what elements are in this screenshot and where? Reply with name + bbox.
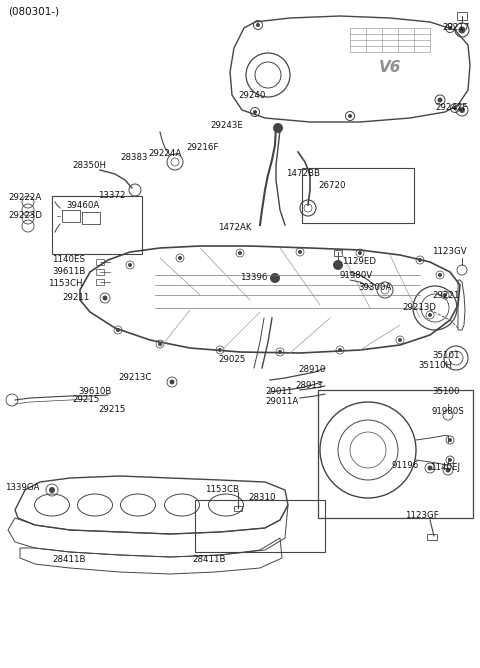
Circle shape [128,263,132,267]
Text: 1153CB: 1153CB [205,486,239,494]
Text: 1129ED: 1129ED [342,257,376,267]
Circle shape [158,342,162,346]
Text: 39300A: 39300A [358,283,391,293]
Text: 29223D: 29223D [8,210,42,220]
Text: 1123GF: 1123GF [405,510,439,520]
Text: 29211: 29211 [62,293,89,303]
Text: 1140EJ: 1140EJ [430,464,460,472]
Text: 1153CH: 1153CH [48,279,83,287]
Text: (080301-): (080301-) [8,7,59,17]
Text: 29025: 29025 [218,355,245,365]
Text: 1472BB: 1472BB [286,168,320,178]
Circle shape [448,438,452,442]
Circle shape [445,468,451,472]
Bar [96,269,104,275]
Bar [96,279,104,285]
Circle shape [348,114,352,118]
Text: 28310: 28310 [248,494,276,502]
Text: 26720: 26720 [318,180,346,190]
Text: V6: V6 [379,61,401,75]
Text: 39611B: 39611B [52,267,85,277]
Text: 91980V: 91980V [340,271,373,279]
Circle shape [428,313,432,317]
Text: 29243E: 29243E [210,120,243,130]
Text: 28350H: 28350H [72,160,106,170]
Circle shape [116,328,120,332]
Circle shape [398,338,402,342]
Text: 29011A: 29011A [265,397,298,407]
Circle shape [338,348,342,352]
Circle shape [270,273,280,283]
Circle shape [178,256,182,260]
Circle shape [238,251,242,255]
Text: 28411B: 28411B [52,556,85,564]
Circle shape [273,123,283,133]
Text: 29222A: 29222A [8,194,41,202]
Text: 29221: 29221 [432,291,459,299]
Circle shape [443,293,447,297]
Text: 13396: 13396 [240,273,267,283]
Text: 28411B: 28411B [192,556,226,564]
Circle shape [49,487,55,493]
Text: 35100: 35100 [432,387,459,397]
Text: 91980S: 91980S [432,407,465,417]
Text: 35110H: 35110H [418,361,452,369]
Text: 29215: 29215 [98,405,125,415]
Text: 1123GV: 1123GV [432,248,467,257]
Circle shape [458,27,466,33]
Text: 29217: 29217 [442,23,469,31]
Text: 35101: 35101 [432,351,459,359]
Text: 29216F: 29216F [186,144,218,152]
Text: 29224A: 29224A [148,148,181,158]
Bar [52,196,142,254]
Bar [334,250,342,256]
Bar [427,534,437,540]
Circle shape [438,273,442,277]
Text: 29213C: 29213C [118,373,151,383]
Circle shape [418,258,422,262]
Circle shape [453,106,457,110]
Text: 29213D: 29213D [402,303,436,313]
Circle shape [298,250,302,254]
Text: 39610B: 39610B [78,387,111,397]
Text: 28383: 28383 [120,154,147,162]
Text: 29242F: 29242F [435,104,468,112]
Circle shape [171,158,179,166]
Circle shape [448,458,452,462]
Bar [302,168,414,223]
Text: 39460A: 39460A [66,200,99,210]
Circle shape [358,251,362,255]
Text: 28913: 28913 [295,381,323,389]
Circle shape [448,26,452,30]
Circle shape [459,107,465,113]
Bar [318,390,473,518]
Circle shape [256,23,260,27]
Circle shape [253,110,257,114]
Text: 13372: 13372 [98,190,125,200]
Circle shape [218,348,222,352]
Text: 91196: 91196 [392,460,419,470]
Circle shape [333,260,343,270]
Text: 1140ES: 1140ES [52,255,85,265]
Bar [234,506,242,511]
Circle shape [278,350,282,354]
Circle shape [428,466,432,470]
Bar [195,500,325,552]
Bar [457,12,467,20]
Circle shape [437,98,443,102]
Text: 1339GA: 1339GA [5,484,39,492]
Circle shape [169,379,175,385]
Text: 28910: 28910 [298,365,325,375]
Text: 29215: 29215 [72,395,99,405]
Text: 1472AK: 1472AK [218,224,252,232]
Text: 29240: 29240 [238,90,265,100]
Circle shape [103,295,108,301]
Bar [96,259,104,265]
Text: 29011: 29011 [265,387,292,397]
